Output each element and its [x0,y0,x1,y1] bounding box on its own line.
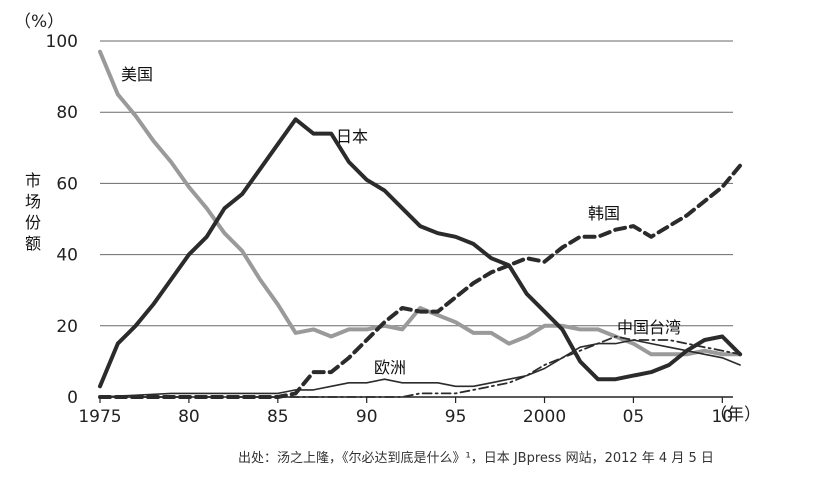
x-tick-label: 85 [267,407,289,427]
series-line-0 [98,49,743,357]
x-tick-label: 90 [356,407,378,427]
y-tick-label: 0 [67,388,78,408]
series-label: 欧洲 [374,358,406,377]
series-label: 韩国 [588,204,620,223]
y-axis-label-char: 场 [25,192,41,211]
x-tick-label: 95 [445,407,467,427]
series-label: 美国 [121,65,153,84]
x-tick-label: 10 [712,407,734,427]
y-tick-label: 80 [56,103,78,123]
x-tick-label: 05 [623,407,645,427]
y-tick-label: 60 [56,174,78,194]
x-tick-label: 80 [178,407,200,427]
source-note: 出处：汤之上隆，《尔必达到底是什么》¹，日本 JBpress 网站，2012 年… [238,450,714,466]
axes: 0 20 40 60 80 100 1975 80 85 90 95 2000 05 10 [46,32,734,427]
y-tick-label: 100 [46,32,78,52]
y-tick-label: 20 [56,317,78,337]
x-axis-unit: （年） [710,405,761,425]
y-axis-label-char: 份 [25,213,41,232]
y-axis-label-char: 额 [25,234,41,253]
gridlines [100,40,733,398]
series-label: 日本 [336,127,368,146]
series-lines [98,49,743,399]
x-tick-label: 1975 [78,407,121,427]
series-label: 中国台湾 [617,318,681,337]
series-line-3 [99,339,741,398]
y-axis-unit: （%） [14,12,64,32]
series-line-2 [98,163,743,399]
series-line-1 [98,117,743,389]
y-tick-label: 40 [56,246,78,266]
series-line-4 [99,335,741,398]
y-axis-label-char: 市 [25,171,41,190]
x-tick-label: 2000 [523,407,566,427]
